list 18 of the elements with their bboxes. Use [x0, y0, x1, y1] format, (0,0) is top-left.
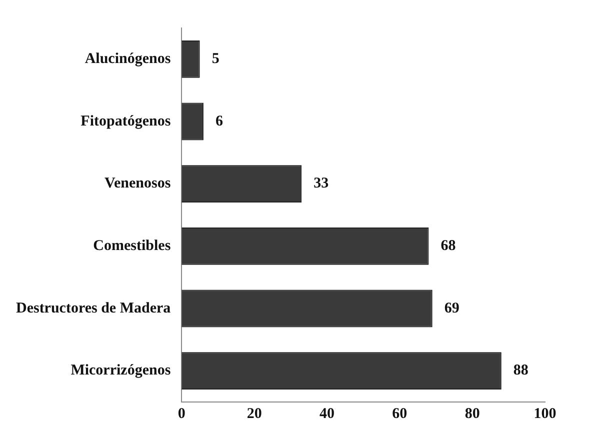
data-label: 69 — [444, 300, 460, 316]
x-tick-label: 40 — [320, 406, 335, 422]
x-tick-label: 80 — [464, 406, 480, 422]
y-tick-label: Fitopatógenos — [80, 113, 171, 130]
data-label: 88 — [513, 362, 528, 379]
x-tick-label: 20 — [246, 406, 262, 422]
y-tick-label: Destructores de Madera — [16, 300, 172, 316]
data-label: 33 — [314, 176, 329, 192]
x-tick-label: 60 — [392, 406, 408, 422]
y-tick-label: Alucinógenos — [84, 51, 171, 68]
y-tick-label: Venenosos — [104, 176, 171, 192]
y-tick-label: Comestibles — [93, 238, 171, 254]
x-tick-label: 0 — [178, 406, 186, 422]
data-label: 68 — [440, 238, 456, 254]
data-label: 6 — [215, 113, 224, 130]
data-label: 5 — [212, 51, 220, 68]
y-tick-label: Micorrizógenos — [70, 362, 171, 379]
x-tick-label: 100 — [534, 406, 556, 422]
